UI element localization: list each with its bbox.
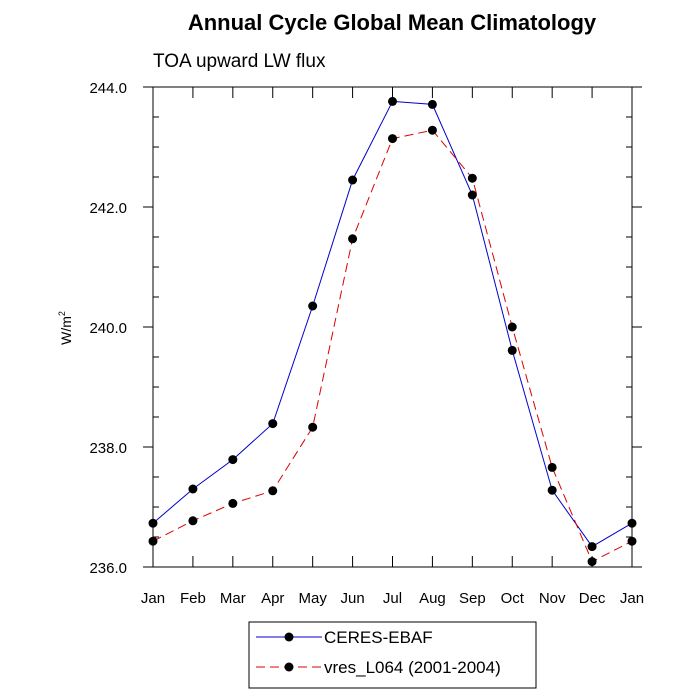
legend-marker-1	[284, 632, 294, 642]
x-tick-label: Aug	[419, 590, 446, 607]
x-tick-label: Oct	[501, 590, 525, 607]
data-point-series-2	[627, 536, 637, 546]
y-tick-label: 238.0	[89, 440, 127, 457]
data-point-series-1	[188, 484, 198, 494]
x-tick-label: Mar	[220, 590, 246, 607]
data-point-series-2	[388, 134, 397, 144]
data-point-series-1	[308, 301, 318, 311]
legend-label-1: CERES-EBAF	[324, 628, 433, 647]
x-tick-label: Jul	[383, 590, 402, 607]
data-point-series-2	[268, 486, 278, 496]
series-line-1	[152, 100, 633, 548]
x-tick-label: Jan	[620, 590, 644, 607]
x-tick-label: Nov	[539, 590, 566, 607]
data-point-series-1	[427, 99, 437, 109]
y-tick-label: 244.0	[89, 80, 127, 97]
legend-marker-2	[284, 662, 294, 672]
data-point-series-1	[388, 96, 397, 106]
y-axis-label-exponent: 2	[57, 311, 67, 316]
data-point-series-2	[188, 516, 198, 526]
series-line-2	[152, 129, 633, 563]
axis-ticks: Jan Feb Mar Apr May Jun Jul Aug Sep Oct Nov Dec Jan 2…	[89, 80, 644, 607]
y-tick-label: 236.0	[89, 560, 127, 577]
series-layer	[148, 96, 637, 567]
data-point-series-2	[467, 173, 477, 183]
data-point-series-1	[507, 345, 517, 355]
data-point-series-1	[547, 485, 557, 495]
data-point-series-1	[228, 455, 238, 465]
data-point-series-2	[547, 462, 557, 472]
data-point-series-1	[348, 175, 358, 185]
x-tick-label: Feb	[180, 590, 206, 607]
x-tick-label: Apr	[261, 590, 284, 607]
x-tick-label: Sep	[459, 590, 486, 607]
data-point-series-1	[268, 419, 278, 429]
y-axis-label-unit: W/m	[58, 316, 74, 345]
legend: CERES-EBAF vres_L064 (2001-2004)	[256, 628, 501, 677]
y-axis-label: W/m2	[57, 311, 74, 345]
data-point-series-2	[507, 322, 517, 332]
chart-subtitle: TOA upward LW flux	[153, 51, 326, 72]
y-tick-label: 240.0	[89, 320, 127, 337]
chart-title: Annual Cycle Global Mean Climatology	[188, 10, 597, 35]
data-point-series-1	[467, 190, 477, 200]
legend-box	[248, 621, 537, 689]
data-point-series-2	[308, 422, 318, 432]
x-tick-label: Jan	[141, 590, 165, 607]
data-point-series-2	[587, 557, 597, 567]
data-point-series-1	[587, 542, 597, 552]
data-point-series-2	[427, 125, 437, 135]
y-tick-label: 242.0	[89, 200, 127, 217]
x-tick-label: Dec	[579, 590, 606, 607]
x-tick-label: May	[298, 590, 327, 607]
data-point-series-2	[148, 536, 158, 546]
x-tick-label: Jun	[340, 590, 364, 607]
data-point-series-2	[348, 234, 358, 244]
data-point-series-1	[627, 518, 637, 528]
plot-frame	[152, 86, 633, 568]
legend-label-2: vres_L064 (2001-2004)	[324, 658, 501, 677]
data-point-series-2	[228, 498, 238, 508]
data-point-series-1	[148, 518, 158, 528]
